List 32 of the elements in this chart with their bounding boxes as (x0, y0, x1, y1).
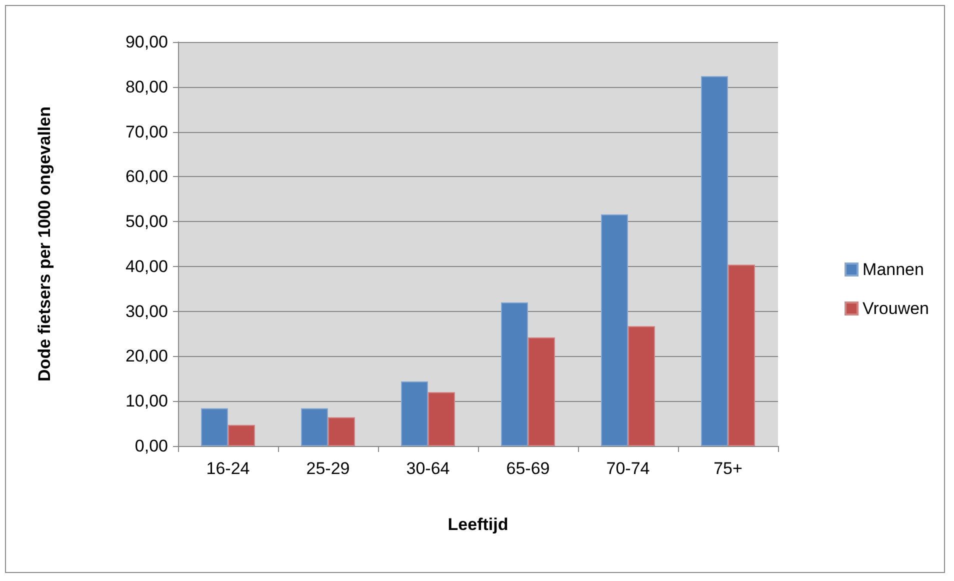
bar (528, 337, 555, 446)
y-tick-label: 30,00 (125, 302, 168, 321)
x-axis-title: Leeftijd (448, 515, 508, 534)
y-tick-label: 70,00 (125, 122, 168, 142)
bar (701, 76, 728, 446)
bar (728, 264, 755, 446)
bar (628, 326, 655, 446)
x-tick-label: 25-29 (306, 459, 350, 478)
y-axis-title: Dode fietsers per 1000 ongevallen (35, 106, 54, 382)
x-tick-label: 65-69 (506, 459, 550, 478)
y-tick-label: 0,00 (134, 436, 168, 456)
y-tick-label: 20,00 (125, 346, 168, 366)
y-tick-label: 60,00 (125, 167, 168, 186)
bar (601, 214, 628, 446)
bar (228, 424, 255, 446)
legend-label: Vrouwen (862, 299, 930, 318)
bar (201, 408, 228, 446)
bar (401, 381, 428, 446)
bar (301, 408, 328, 446)
bar (428, 392, 455, 446)
bar (501, 302, 528, 446)
x-tick-label: 75+ (714, 459, 742, 478)
y-tick-label: 40,00 (125, 256, 168, 276)
y-tick-label: 90,00 (125, 32, 168, 52)
y-tick-label: 80,00 (125, 77, 168, 96)
x-tick-label: 70-74 (606, 459, 650, 478)
y-tick-label: 50,00 (125, 212, 168, 232)
x-tick-label: 16-24 (206, 459, 250, 478)
bar (328, 417, 355, 446)
y-tick-label: 10,00 (125, 392, 168, 411)
legend-label: Mannen (862, 260, 924, 279)
x-tick-label: 30-64 (406, 459, 450, 478)
